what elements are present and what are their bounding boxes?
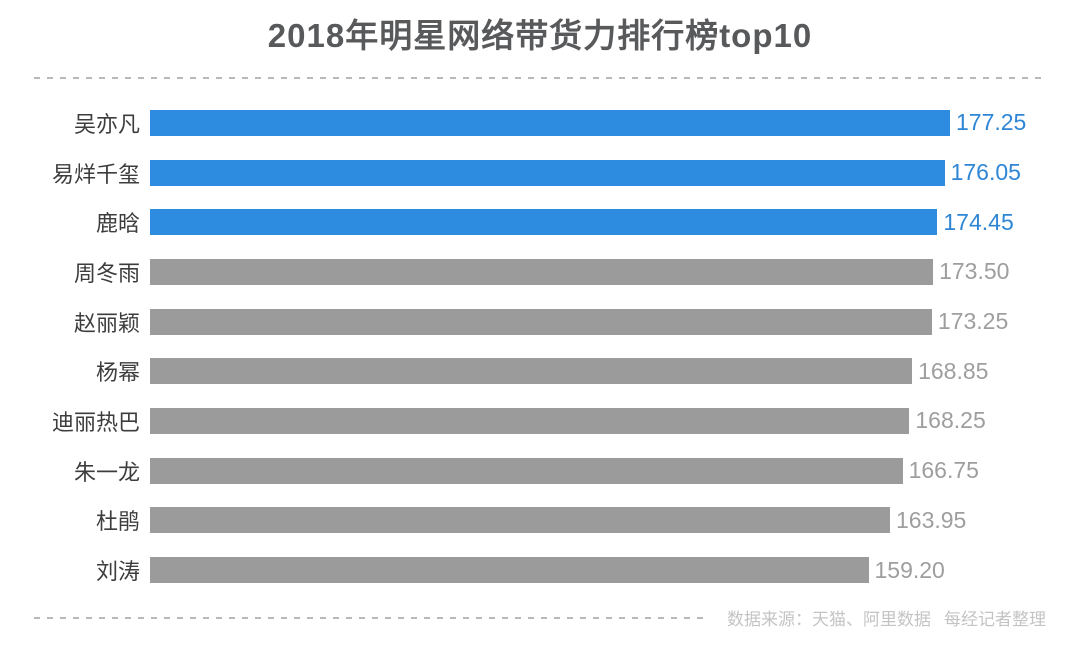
category-label: 周冬雨: [73, 260, 140, 286]
category-label: 杨幂: [95, 360, 140, 386]
value-label: 177.25: [956, 109, 1027, 136]
bar-track: 168.85: [150, 358, 1070, 385]
bar-track: 163.95: [150, 507, 1070, 534]
bar: [150, 159, 945, 186]
chart-row: 刘涛 159.20: [0, 545, 1080, 595]
chart-row: 易烊千玺 176.05: [0, 148, 1080, 198]
bottom-divider: [34, 616, 709, 619]
category-label: 杜鹃: [95, 509, 140, 535]
bar: [150, 358, 913, 385]
chart-row: 杨幂 168.85: [0, 346, 1080, 396]
category-label: 易烊千玺: [51, 161, 140, 187]
bar-track: 176.05: [150, 159, 1070, 186]
value-label: 159.20: [874, 556, 945, 583]
chart-row: 朱一龙 166.75: [0, 446, 1080, 496]
bar-track: 174.45: [150, 209, 1070, 236]
bar: [150, 557, 869, 584]
bar: [150, 209, 938, 236]
category-label: 赵丽颖: [73, 310, 140, 336]
top-divider: [34, 77, 1046, 79]
bar: [150, 457, 903, 484]
value-label: 168.25: [915, 407, 986, 434]
bar: [150, 407, 910, 434]
category-label: 鹿晗: [95, 211, 140, 237]
chart-row: 吴亦凡 177.25: [0, 98, 1080, 148]
value-label: 174.45: [943, 208, 1014, 235]
bar-track: 159.20: [150, 557, 1070, 584]
bar-track: 173.25: [150, 308, 1070, 335]
bar: [150, 109, 950, 136]
chart-row: 杜鹃 163.95: [0, 496, 1080, 546]
bar-track: 166.75: [150, 457, 1070, 484]
category-label: 朱一龙: [73, 459, 140, 485]
category-label: 迪丽热巴: [51, 409, 140, 435]
chart-row: 周冬雨 173.50: [0, 247, 1080, 297]
bar-track: 173.50: [150, 258, 1070, 285]
bar-track: 168.25: [150, 407, 1070, 434]
chart-row: 鹿晗 174.45: [0, 197, 1080, 247]
bar: [150, 258, 934, 285]
bar: [150, 308, 932, 335]
bar-track: 177.25: [150, 109, 1070, 136]
chart-row: 迪丽热巴 168.25: [0, 396, 1080, 446]
value-label: 173.50: [939, 258, 1010, 285]
chart-row: 赵丽颖 173.25: [0, 297, 1080, 347]
chart-title: 2018年明星网络带货力排行榜top10: [267, 17, 813, 54]
value-label: 173.25: [937, 308, 1009, 335]
category-label: 吴亦凡: [73, 111, 140, 137]
footer: 数据来源：天猫、阿里数据 每经记者整理: [34, 606, 1046, 630]
editor-note: 每经记者整理: [944, 610, 1046, 630]
bar-chart: 吴亦凡 177.25 易烊千玺 176.05 鹿晗 174.45 周冬雨 173…: [0, 98, 1080, 595]
value-label: 176.05: [950, 159, 1021, 186]
value-label: 166.75: [908, 457, 979, 484]
value-label: 168.85: [918, 357, 989, 384]
data-source-note: 数据来源：天猫、阿里数据: [727, 610, 931, 630]
category-label: 刘涛: [95, 559, 140, 585]
value-label: 163.95: [896, 506, 967, 533]
bar: [150, 507, 890, 534]
